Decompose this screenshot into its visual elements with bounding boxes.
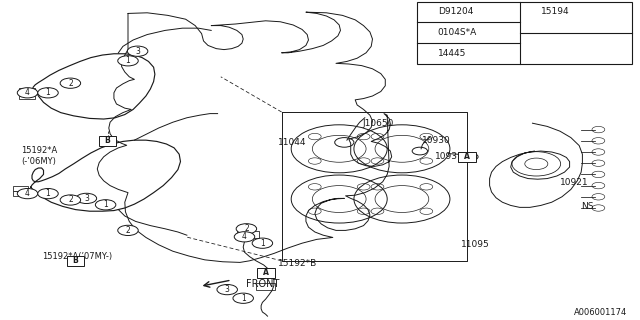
Text: 3: 3 — [84, 194, 89, 203]
Circle shape — [419, 50, 434, 58]
Text: 1: 1 — [45, 88, 51, 97]
Circle shape — [236, 224, 257, 234]
Text: 10931: 10931 — [435, 152, 464, 161]
Text: B: B — [73, 256, 78, 265]
Circle shape — [233, 293, 253, 303]
Bar — [13, 186, 28, 191]
Text: NS: NS — [581, 202, 594, 211]
Text: 4: 4 — [25, 189, 30, 198]
Circle shape — [95, 200, 116, 210]
Text: 15194: 15194 — [541, 7, 570, 17]
Bar — [257, 268, 275, 277]
Circle shape — [17, 88, 38, 98]
Text: FRONT: FRONT — [246, 279, 280, 289]
Text: 4: 4 — [527, 7, 532, 17]
Circle shape — [76, 193, 97, 204]
Text: 1: 1 — [424, 7, 429, 17]
Text: 1: 1 — [45, 189, 51, 198]
Text: 2: 2 — [500, 42, 505, 51]
Text: 15192*B: 15192*B — [278, 259, 317, 268]
Bar — [256, 283, 275, 290]
Text: 0104S*A: 0104S*A — [438, 28, 477, 37]
Text: 10930: 10930 — [422, 136, 451, 145]
Bar — [19, 88, 35, 93]
Text: 10921: 10921 — [560, 178, 589, 187]
Text: 4: 4 — [242, 232, 247, 241]
Text: 2: 2 — [125, 226, 131, 235]
Circle shape — [38, 88, 58, 98]
Circle shape — [234, 232, 255, 242]
Circle shape — [522, 8, 537, 16]
Bar — [99, 136, 116, 146]
Text: 2: 2 — [424, 28, 429, 37]
Text: 1: 1 — [103, 200, 108, 209]
Circle shape — [118, 56, 138, 66]
Bar — [458, 152, 476, 162]
Text: A006001174: A006001174 — [574, 308, 627, 317]
Bar — [13, 191, 28, 196]
Circle shape — [17, 188, 38, 199]
Text: J10650: J10650 — [363, 119, 394, 128]
Text: A: A — [262, 268, 269, 277]
Circle shape — [38, 188, 58, 199]
Text: 15192*A(’07MY-): 15192*A(’07MY-) — [42, 252, 112, 260]
Bar — [67, 256, 84, 266]
Text: B: B — [105, 136, 110, 145]
Text: (-’06MY): (-’06MY) — [21, 157, 56, 166]
Bar — [19, 93, 35, 99]
Circle shape — [127, 46, 148, 56]
Bar — [237, 231, 259, 238]
Circle shape — [60, 195, 81, 205]
Circle shape — [419, 29, 434, 36]
Text: D91204: D91204 — [438, 7, 473, 17]
Text: 4: 4 — [25, 88, 30, 97]
Text: 2: 2 — [68, 79, 73, 88]
Text: 3: 3 — [135, 47, 140, 56]
Circle shape — [118, 225, 138, 236]
Text: 11095: 11095 — [461, 240, 490, 249]
Circle shape — [252, 238, 273, 248]
Text: 2: 2 — [244, 224, 249, 233]
Text: 1: 1 — [125, 56, 131, 65]
Text: 1: 1 — [260, 239, 265, 248]
Circle shape — [60, 78, 81, 88]
Text: 3: 3 — [424, 49, 429, 58]
Circle shape — [217, 284, 237, 295]
Circle shape — [492, 41, 513, 52]
Text: 1: 1 — [241, 294, 246, 303]
Text: A: A — [464, 152, 470, 161]
Text: 11044: 11044 — [278, 138, 307, 147]
Bar — [417, 2, 632, 64]
Text: 3: 3 — [225, 285, 230, 294]
Text: 14445: 14445 — [438, 49, 466, 58]
Text: 2: 2 — [68, 196, 73, 204]
Text: 15192*A: 15192*A — [21, 146, 58, 155]
Circle shape — [419, 8, 434, 16]
